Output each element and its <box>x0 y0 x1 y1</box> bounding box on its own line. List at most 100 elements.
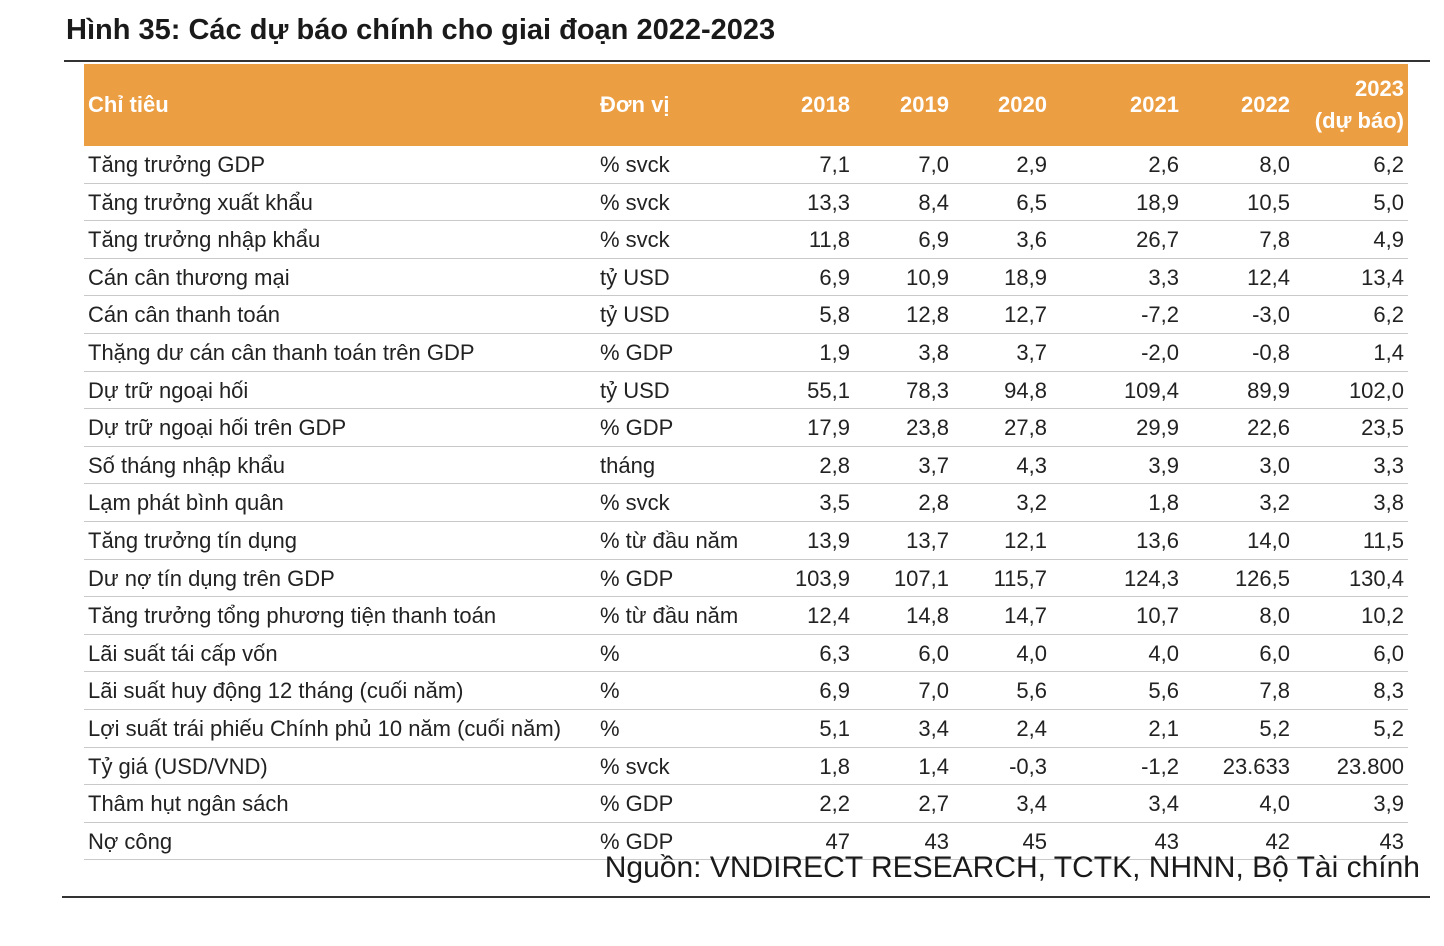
value-2022-cell: 7,8 <box>1259 678 1290 704</box>
value-2022-cell: 126,5 <box>1234 565 1290 591</box>
value-2020-cell: 27,8 <box>1004 415 1047 441</box>
value-2022-cell: -0,8 <box>1252 339 1290 365</box>
indicator-cell: Dư nợ tín dụng trên GDP <box>88 565 335 591</box>
value-2019-cell: 7,0 <box>918 678 949 704</box>
table-row: Số tháng nhập khẩu tháng 2,8 3,7 4,3 3,9 3,0 3,… <box>84 447 1408 485</box>
value-2020-cell: 115,7 <box>993 565 1047 591</box>
unit-cell: % <box>600 715 620 741</box>
unit-cell: tỷ USD <box>600 302 670 328</box>
indicator-cell: Dự trữ ngoại hối trên GDP <box>88 415 347 441</box>
unit-cell: % <box>600 678 620 704</box>
unit-cell: % GDP <box>600 415 674 441</box>
table-row: Cán cân thanh toán tỷ USD 5,8 12,8 12,7 -7,2 -… <box>84 296 1408 334</box>
value-2020-cell: 94,8 <box>1004 377 1047 403</box>
table-row: Thặng dư cán cân thanh toán trên GDP % GD… <box>84 334 1408 372</box>
value-2022-cell: 6,0 <box>1259 640 1290 666</box>
table-row: Lãi suất tái cấp vốn% 6,3 6,0 4,0 4,0 6,0 6,0 <box>84 635 1408 673</box>
indicator-cell: Thặng dư cán cân thanh toán trên GDP <box>88 339 475 365</box>
unit-cell: % svck <box>600 753 670 779</box>
value-2023-cell: 5,0 <box>1373 189 1404 215</box>
value-2020-cell: -0,3 <box>1009 753 1047 779</box>
table-row: Cán cân thương mại tỷ USD 6,9 10,9 18,9 3,3 12… <box>84 259 1408 297</box>
value-2023-cell: 13,4 <box>1361 264 1404 290</box>
value-2023-cell: 3,9 <box>1373 791 1404 817</box>
value-2020-cell: 12,1 <box>1004 527 1047 553</box>
unit-cell: % GDP <box>600 565 674 591</box>
value-2020-cell: 3,4 <box>1016 791 1047 817</box>
value-2019-cell: 10,9 <box>906 264 949 290</box>
value-2018-cell: 6,9 <box>819 678 850 704</box>
value-2023-cell: 4,9 <box>1373 227 1404 253</box>
value-2019-cell: 7,0 <box>918 152 949 177</box>
value-2020-cell: 45 <box>1022 828 1047 854</box>
indicator-cell: Tăng trưởng tổng phương tiện thanh toán <box>88 603 497 629</box>
value-2020-cell: 3,7 <box>1016 339 1047 365</box>
value-2021-cell: 13,6 <box>1136 527 1179 553</box>
value-2021-cell: 10,7 <box>1136 603 1179 629</box>
value-2023-cell: 1,4 <box>1373 339 1404 365</box>
value-2022-cell: 22,6 <box>1247 415 1290 441</box>
forecast-table: Chỉ tiêu Đơn vị 2018 2019 2020 2021 2022… <box>84 64 1408 861</box>
value-2023-cell: 102,0 <box>1348 377 1404 403</box>
value-2021-cell: 1,8 <box>1148 490 1179 516</box>
value-2018-cell: 13,3 <box>807 189 850 215</box>
value-2019-cell: 3,8 <box>918 339 949 365</box>
table-body: Tăng trưởng GDP% svck 7,1 7,0 2,9 2,6 8,0 6,2 T… <box>84 146 1408 861</box>
indicator-cell: Dự trữ ngoại hối <box>88 377 249 403</box>
value-2023-cell: 11,5 <box>1362 527 1404 553</box>
table-row: Dự trữ ngoại hối tỷ USD 55,1 78,3 94,8 109,4 8… <box>84 372 1408 410</box>
value-2019-cell: 1,4 <box>918 753 949 779</box>
value-2023-cell: 23,5 <box>1361 415 1404 441</box>
value-2020-cell: 2,4 <box>1016 715 1047 741</box>
value-2019-cell: 13,7 <box>906 527 949 553</box>
unit-cell: % svck <box>600 227 670 253</box>
header-unit: Đơn vị <box>600 92 670 117</box>
value-2018-cell: 103,9 <box>794 565 850 591</box>
value-2022-cell: -3,0 <box>1252 302 1290 328</box>
value-2018-cell: 6,3 <box>819 640 850 666</box>
indicator-cell: Tăng trưởng tín dụng <box>88 527 297 553</box>
indicator-cell: Lợi suất trái phiếu Chính phủ 10 năm (cu… <box>88 715 562 741</box>
value-2019-cell: 6,9 <box>918 227 949 253</box>
header-2021: 2021 <box>1130 92 1179 117</box>
value-2019-cell: 43 <box>924 828 949 854</box>
indicator-cell: Số tháng nhập khẩu <box>88 452 285 478</box>
value-2023-cell: 6,0 <box>1373 640 1404 666</box>
value-2021-cell: 5,6 <box>1148 678 1179 704</box>
table-row: Tăng trưởng nhập khẩu % svck 11,8 6,9 3,6 26,… <box>84 221 1408 259</box>
value-2021-cell: 29,9 <box>1136 415 1179 441</box>
indicator-cell: Tăng trưởng GDP <box>88 152 266 177</box>
value-2022-cell: 14,0 <box>1247 527 1290 553</box>
value-2018-cell: 47 <box>825 828 850 854</box>
indicator-cell: Tỷ giá (USD/VND) <box>88 753 268 779</box>
unit-cell: % svck <box>600 490 670 516</box>
header-2023: 2023 (dự báo) <box>1298 64 1404 146</box>
value-2021-cell: -2,0 <box>1141 339 1179 365</box>
indicator-cell: Lạm phát bình quân <box>88 490 284 516</box>
table-row: Dư nợ tín dụng trên GDP % GDP 103,9 107,1 11… <box>84 560 1408 598</box>
table-row: Tỷ giá (USD/VND) % svck 1,8 1,4 -0,3 -1,2 23.6… <box>84 748 1408 786</box>
table-row: Tăng trưởng tổng phương tiện thanh toán%… <box>84 597 1408 635</box>
table-row: Nợ công % GDP 47 43 45 43 42 43 <box>84 823 1408 861</box>
value-2018-cell: 13,9 <box>807 527 850 553</box>
value-2022-cell: 12,4 <box>1247 264 1290 290</box>
value-2020-cell: 4,3 <box>1016 452 1047 478</box>
header-2018: 2018 <box>801 92 850 117</box>
value-2021-cell: 18,9 <box>1136 189 1179 215</box>
value-2020-cell: 6,5 <box>1016 189 1047 215</box>
value-2019-cell: 6,0 <box>918 640 949 666</box>
unit-cell: % <box>600 640 620 666</box>
indicator-cell: Nợ công <box>88 828 173 854</box>
value-2023-cell: 8,3 <box>1373 678 1404 704</box>
unit-cell: % GDP <box>600 339 674 365</box>
unit-cell: % từ đầu năm <box>600 603 739 629</box>
value-2023-cell: 10,2 <box>1361 603 1404 629</box>
indicator-cell: Lãi suất huy động 12 tháng (cuối năm) <box>88 678 464 704</box>
value-2018-cell: 12,4 <box>807 603 850 629</box>
table-row: Dự trữ ngoại hối trên GDP % GDP 17,9 23,8 27… <box>84 409 1408 447</box>
unit-cell: tỷ USD <box>600 264 670 290</box>
value-2018-cell: 6,9 <box>819 264 850 290</box>
value-2022-cell: 8,0 <box>1259 152 1290 177</box>
value-2023-cell: 43 <box>1379 828 1404 854</box>
value-2021-cell: 2,6 <box>1148 152 1179 177</box>
